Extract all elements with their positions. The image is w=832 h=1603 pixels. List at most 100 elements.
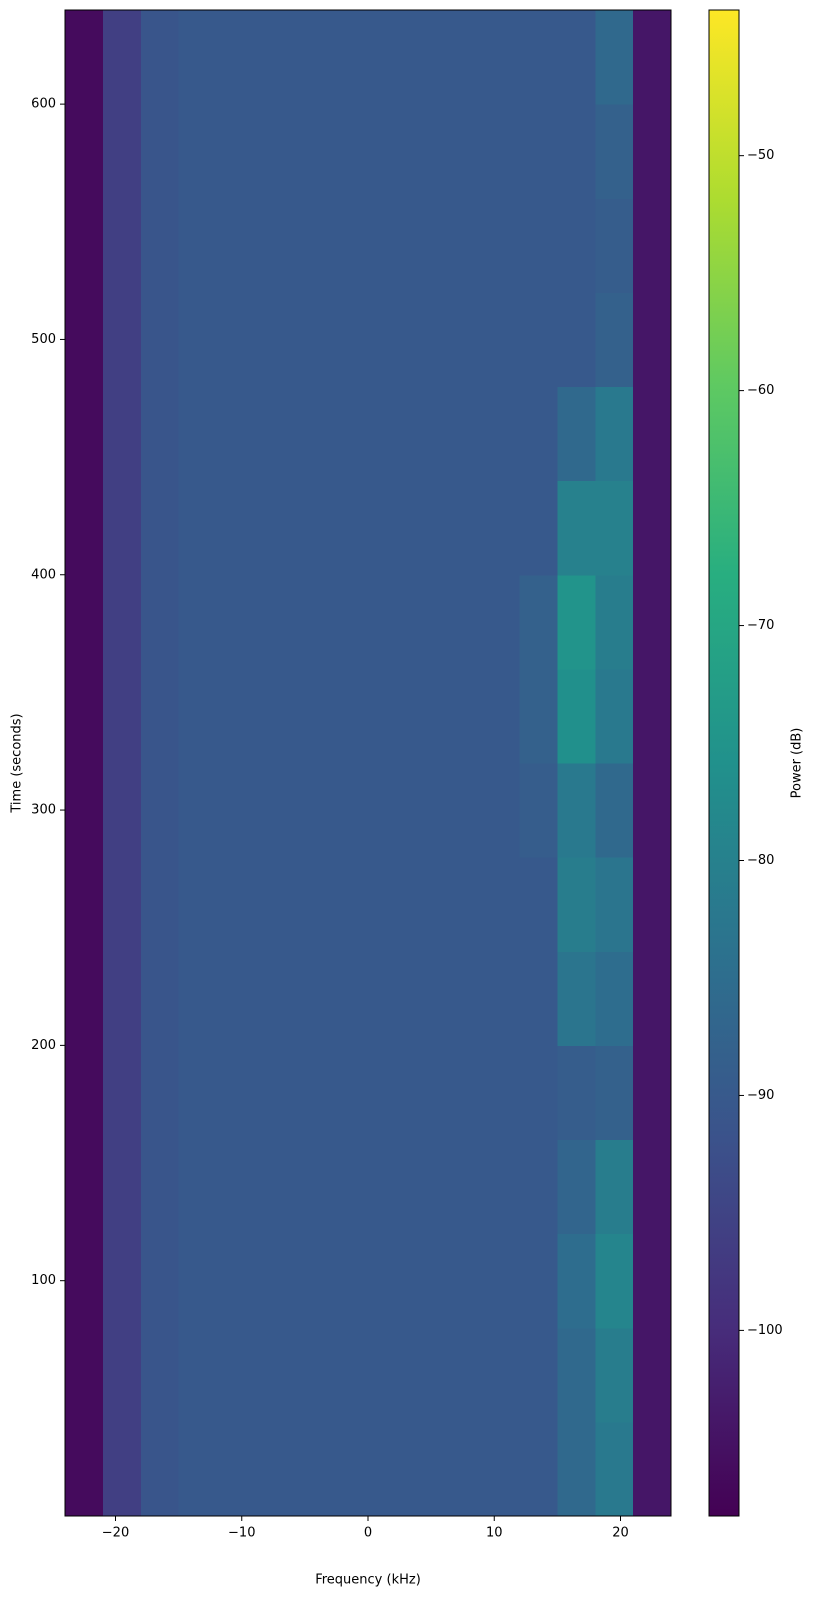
cell	[481, 1233, 520, 1329]
cell	[292, 763, 331, 858]
cell	[519, 1233, 558, 1329]
cell	[292, 857, 331, 952]
cell	[330, 1421, 369, 1517]
heatmap	[65, 10, 672, 1517]
cell	[633, 763, 672, 858]
cell	[519, 1327, 558, 1423]
cell	[178, 574, 217, 670]
cell	[405, 292, 445, 387]
cell	[443, 292, 483, 387]
cell	[292, 198, 331, 293]
cell	[65, 480, 104, 576]
cell	[368, 1327, 407, 1423]
cell	[140, 763, 180, 858]
cell	[443, 1139, 483, 1235]
cell	[633, 386, 672, 482]
y-tick-label: 500	[31, 332, 56, 347]
cell	[481, 1139, 520, 1235]
cell	[254, 104, 293, 199]
cell	[330, 198, 369, 293]
cell	[595, 857, 634, 952]
cell	[102, 292, 142, 387]
cell	[102, 1421, 142, 1517]
cell	[557, 1233, 596, 1329]
cell	[405, 857, 445, 952]
cell	[481, 292, 520, 387]
cell	[519, 574, 558, 670]
cell	[178, 10, 217, 105]
cell	[102, 574, 142, 670]
cell	[443, 198, 483, 293]
cell	[633, 10, 672, 105]
cell	[65, 951, 104, 1046]
cell	[330, 574, 369, 670]
cell	[557, 292, 596, 387]
cell	[443, 763, 483, 858]
cell	[368, 386, 407, 482]
cell	[140, 386, 180, 482]
cell	[330, 1327, 369, 1423]
cell	[65, 104, 104, 199]
cell	[292, 480, 331, 576]
cell	[595, 292, 634, 387]
cell	[405, 10, 445, 105]
cell	[368, 1139, 407, 1235]
x-tick-label: 0	[364, 1526, 372, 1541]
cell	[178, 198, 217, 293]
cell	[443, 1045, 483, 1140]
cell	[65, 668, 104, 764]
cell	[633, 668, 672, 764]
cell	[292, 10, 331, 105]
cell	[481, 1421, 520, 1517]
x-tick-label: 20	[612, 1526, 629, 1541]
cell	[519, 1421, 558, 1517]
cell	[481, 857, 520, 952]
cell	[178, 668, 217, 764]
cell	[330, 1139, 369, 1235]
cell	[102, 1045, 142, 1140]
cell	[405, 386, 445, 482]
cell	[481, 951, 520, 1046]
cell	[519, 1139, 558, 1235]
cell	[405, 480, 445, 576]
cell	[178, 292, 217, 387]
cell	[633, 1233, 672, 1329]
colorbar-tick-label: −60	[747, 383, 774, 398]
cell	[633, 1139, 672, 1235]
cell	[178, 763, 217, 858]
cell	[595, 1233, 634, 1329]
cell	[481, 668, 520, 764]
cell	[102, 1139, 142, 1235]
cell	[519, 292, 558, 387]
cell	[140, 668, 180, 764]
y-axis-label: Time (seconds)	[10, 713, 25, 813]
cell	[557, 480, 596, 576]
cell	[216, 198, 255, 293]
cell	[443, 10, 483, 105]
cell	[519, 951, 558, 1046]
cell	[633, 480, 672, 576]
cell	[292, 574, 331, 670]
cell	[216, 104, 255, 199]
cell	[405, 1233, 445, 1329]
cell	[216, 951, 255, 1046]
cell	[519, 198, 558, 293]
cell	[443, 1327, 483, 1423]
cell	[140, 292, 180, 387]
cell	[368, 10, 407, 105]
cell	[405, 1139, 445, 1235]
y-tick-label: 400	[31, 567, 56, 582]
cell	[65, 1233, 104, 1329]
cell	[557, 104, 596, 199]
x-tick-label: −10	[228, 1526, 255, 1541]
cell	[557, 763, 596, 858]
cell	[216, 574, 255, 670]
cell	[405, 951, 445, 1046]
cell	[216, 292, 255, 387]
cell	[140, 1327, 180, 1423]
y-tick-label: 100	[31, 1273, 56, 1288]
cell	[595, 1327, 634, 1423]
cell	[254, 480, 293, 576]
cell	[292, 1421, 331, 1517]
cell	[368, 198, 407, 293]
